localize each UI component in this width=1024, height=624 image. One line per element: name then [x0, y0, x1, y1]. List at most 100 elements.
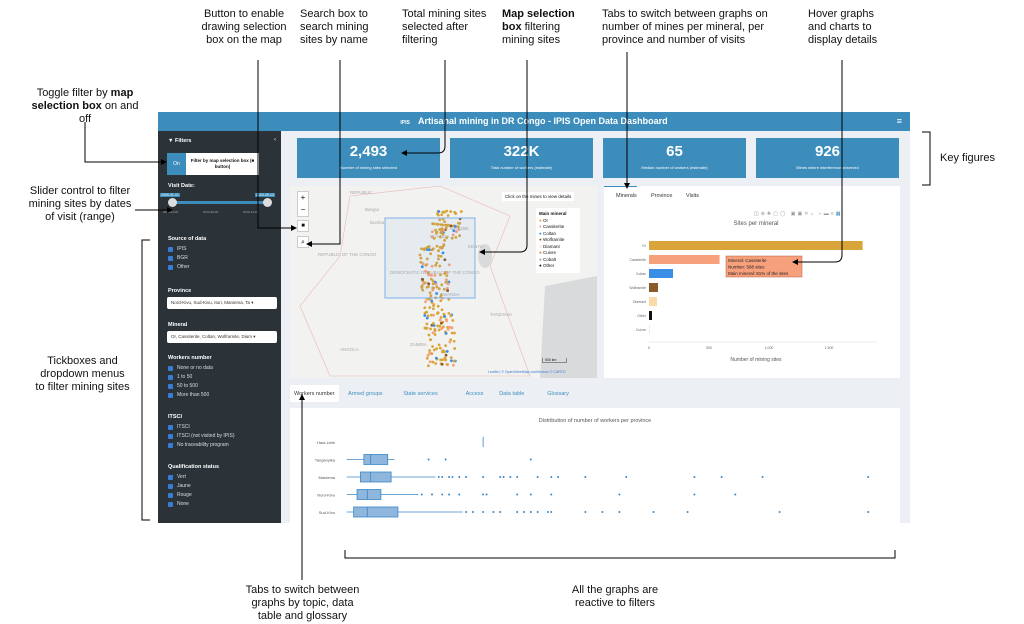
- mine-marker[interactable]: [436, 213, 440, 217]
- mine-marker[interactable]: [430, 230, 434, 234]
- mine-marker[interactable]: [457, 228, 461, 232]
- mine-marker[interactable]: [452, 229, 456, 233]
- tab-workers-number[interactable]: Workers number: [290, 385, 339, 402]
- mine-marker[interactable]: [434, 282, 438, 286]
- mine-marker[interactable]: [437, 210, 441, 213]
- mine-marker[interactable]: [429, 294, 433, 298]
- mine-marker[interactable]: [428, 291, 432, 295]
- mine-marker[interactable]: [456, 225, 460, 229]
- mine-marker[interactable]: [431, 360, 435, 364]
- checkbox-source[interactable]: IPIS: [168, 246, 186, 252]
- outlier-point[interactable]: [523, 511, 526, 513]
- mine-marker[interactable]: [439, 358, 443, 362]
- mine-marker[interactable]: [455, 230, 458, 234]
- outlier-point[interactable]: [693, 493, 696, 496]
- outlier-point[interactable]: [584, 511, 587, 513]
- mine-marker[interactable]: [431, 307, 435, 311]
- outlier-point[interactable]: [584, 476, 587, 478]
- mine-marker[interactable]: [434, 263, 438, 267]
- mine-marker[interactable]: [434, 362, 438, 365]
- outlier-point[interactable]: [550, 493, 553, 496]
- mine-marker[interactable]: [443, 210, 446, 214]
- mine-marker[interactable]: [427, 364, 430, 368]
- mineral-dropdown[interactable]: Or, Cassiterite, Coltan, Wolframite, Dia…: [167, 331, 277, 343]
- outlier-point[interactable]: [516, 493, 519, 496]
- mine-marker[interactable]: [452, 359, 456, 363]
- mine-marker[interactable]: [430, 248, 434, 252]
- mine-marker[interactable]: [437, 343, 441, 347]
- bar-or[interactable]: [649, 241, 863, 250]
- mine-marker[interactable]: [426, 314, 430, 318]
- outlier-point[interactable]: [516, 511, 519, 513]
- mine-marker[interactable]: [437, 287, 441, 291]
- outlier-point[interactable]: [686, 511, 689, 513]
- checkbox-qualification[interactable]: Vert: [168, 474, 186, 480]
- mine-marker[interactable]: [447, 311, 451, 315]
- mine-marker[interactable]: [425, 326, 429, 330]
- bar-cuivre[interactable]: [649, 325, 650, 334]
- mine-marker[interactable]: [421, 262, 425, 266]
- mine-marker[interactable]: [439, 316, 443, 319]
- mine-marker[interactable]: [424, 269, 427, 273]
- checkbox-itsci[interactable]: No traceability program: [168, 442, 229, 448]
- mine-marker[interactable]: [437, 254, 440, 258]
- mine-marker[interactable]: [445, 223, 449, 227]
- mine-marker[interactable]: [431, 282, 435, 286]
- outlier-point[interactable]: [509, 476, 512, 478]
- mine-marker[interactable]: [446, 363, 450, 366]
- outlier-point[interactable]: [441, 476, 444, 478]
- mine-marker[interactable]: [435, 244, 439, 248]
- outlier-point[interactable]: [720, 476, 723, 478]
- outlier-point[interactable]: [465, 476, 468, 478]
- mine-marker[interactable]: [429, 252, 432, 256]
- map-selection-box[interactable]: [384, 217, 476, 299]
- collapse-icon[interactable]: ‹: [274, 137, 276, 143]
- mine-marker[interactable]: [433, 333, 437, 336]
- mine-marker[interactable]: [443, 238, 446, 242]
- search-button[interactable]: ⌕: [297, 236, 309, 248]
- mine-marker[interactable]: [427, 333, 431, 337]
- mine-marker[interactable]: [451, 363, 455, 367]
- mine-marker[interactable]: [449, 224, 453, 228]
- mine-marker[interactable]: [428, 349, 431, 352]
- mine-marker[interactable]: [444, 226, 448, 230]
- mine-marker[interactable]: [431, 279, 435, 283]
- mine-marker[interactable]: [448, 340, 452, 344]
- mine-marker[interactable]: [443, 258, 447, 262]
- outlier-point[interactable]: [444, 458, 447, 461]
- mine-marker[interactable]: [429, 338, 433, 342]
- outlier-point[interactable]: [529, 458, 532, 461]
- mine-marker[interactable]: [441, 223, 444, 227]
- mine-marker[interactable]: [424, 300, 427, 304]
- mine-marker[interactable]: [429, 313, 433, 317]
- mine-marker[interactable]: [445, 350, 449, 353]
- mine-marker[interactable]: [458, 234, 462, 238]
- mine-marker[interactable]: [454, 235, 458, 239]
- mine-marker[interactable]: [458, 221, 462, 225]
- mine-marker[interactable]: [428, 351, 432, 355]
- outlier-point[interactable]: [448, 476, 451, 478]
- mine-marker[interactable]: [450, 236, 454, 240]
- mine-marker[interactable]: [438, 235, 442, 239]
- mine-marker[interactable]: [429, 277, 433, 281]
- bar-other[interactable]: [649, 311, 652, 320]
- mine-marker[interactable]: [445, 209, 449, 213]
- mine-marker[interactable]: [420, 284, 424, 288]
- box-nord-kivu[interactable]: [346, 489, 419, 500]
- outlier-point[interactable]: [516, 476, 519, 478]
- mine-marker[interactable]: [440, 213, 444, 217]
- mine-marker[interactable]: [428, 360, 432, 364]
- mine-marker[interactable]: [425, 257, 429, 261]
- mine-marker[interactable]: [441, 251, 445, 255]
- mine-marker[interactable]: [430, 264, 434, 268]
- mine-marker[interactable]: [451, 233, 455, 237]
- mine-marker[interactable]: [421, 288, 425, 292]
- mine-marker[interactable]: [420, 265, 424, 269]
- checkbox-workers[interactable]: 50 to 500: [168, 383, 198, 389]
- tab-data-table[interactable]: Data table: [499, 391, 525, 397]
- mine-marker[interactable]: [427, 248, 431, 252]
- map-attribution[interactable]: Leaflet | © OpenStreetMap contributors ©…: [488, 370, 566, 374]
- mine-marker[interactable]: [452, 339, 456, 343]
- mine-marker[interactable]: [435, 231, 438, 235]
- hamburger-icon[interactable]: ≡: [896, 116, 902, 126]
